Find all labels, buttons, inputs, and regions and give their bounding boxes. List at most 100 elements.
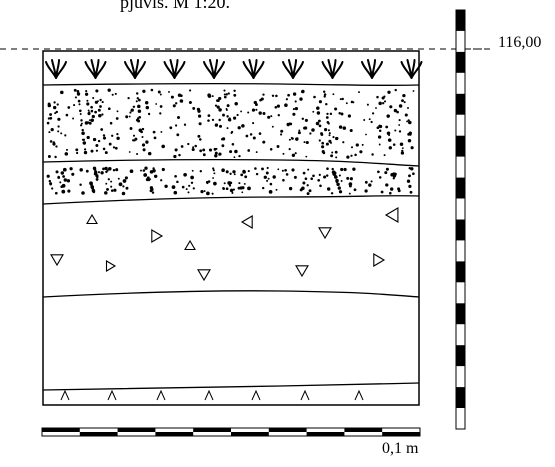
sand-dot [212,167,215,170]
sand-dot [60,185,63,188]
sand-dot [199,138,202,141]
sand-dot [364,189,368,193]
sand-dot [231,191,234,194]
sand-dot [285,173,289,176]
sand-dot [223,95,227,99]
sand-dot [92,137,97,142]
sand-dot [318,119,321,123]
sand-dot [302,181,306,185]
sand-dot [249,133,253,136]
sand-dot [377,135,382,139]
sand-dot [59,181,62,184]
sand-dot [251,108,256,112]
triangle-icon [295,265,309,278]
sand-dot [384,171,388,175]
sand-dot [208,148,213,152]
sand-dot [301,117,305,121]
sand-dot [253,100,257,105]
sand-dot [57,130,60,133]
sand-dot [326,167,329,170]
sand-dot [104,151,108,155]
sand-dot [330,154,334,158]
triangle-icon [318,227,332,240]
sand-dot [368,183,372,187]
sand-dot [232,116,237,120]
sand-dot [98,113,102,118]
sand-dot [100,128,104,131]
sand-dot [365,133,367,136]
sand-dot [207,119,210,122]
sand-dot [407,132,411,136]
sand-dot [206,191,210,196]
sand-dot [291,153,296,157]
sand-dot [183,172,187,177]
sand-dot [63,178,68,182]
sand-dot [145,178,149,182]
sand-dot [325,102,328,106]
sand-dot [136,152,139,156]
sand-dot [102,147,106,151]
sand-dot [132,105,136,109]
sand-dot [326,120,330,124]
sand-dot [305,155,308,158]
sand-dot [387,138,392,142]
sand-dot [294,152,297,155]
sand-dot [363,119,366,121]
sand-dot [54,112,57,115]
sand-dot [99,98,102,102]
sand-dot [62,175,65,178]
sand-dot [383,154,386,157]
sand-dot [226,115,229,118]
sand-dot [64,152,69,156]
sand-dot [383,100,387,103]
sand-dot [358,91,360,94]
sand-dot [252,122,255,125]
sand-dot [392,177,395,180]
scale-segment [456,303,465,325]
sand-dot [352,101,355,104]
sand-dot [128,115,131,118]
sand-dot [116,136,120,141]
sand-dot [118,182,123,187]
sand-dot [138,98,141,102]
sand-dot [228,184,232,187]
sand-dot [125,186,129,190]
sand-dot [197,109,201,113]
sand-dot [332,172,337,176]
sand-dot [82,138,86,141]
sand-dot [291,137,294,140]
sand-dot [377,170,380,174]
sand-dot [92,190,96,194]
sand-dot [160,130,163,133]
sand-dot [154,174,158,178]
sand-dot [316,111,321,115]
sand-dot [240,110,243,113]
sand-dot [76,90,80,93]
sand-dot [265,171,269,175]
sand-dot [304,177,308,180]
sand-dot [49,116,53,120]
sand-dot [293,175,297,179]
sand-dot [135,92,139,95]
scale-segment [382,432,420,436]
sand-dot [168,90,170,93]
sand-dot [394,129,397,132]
sand-dot [258,111,262,115]
sand-dot [233,173,236,176]
sand-dot [55,170,59,174]
drawing-caption: pjuvis. M 1:20. [120,0,231,12]
sand-dot [232,170,236,174]
sand-dot [232,188,235,191]
caret-icon [300,389,310,401]
sand-dot [230,130,234,134]
sand-dot [79,183,82,187]
sand-dot [303,126,307,130]
sand-dot [90,105,93,109]
sand-dot [57,125,60,128]
sand-dot [79,168,83,172]
sand-dot [211,95,214,98]
sand-dot [304,118,308,122]
sand-dot [130,109,133,112]
sand-dot [225,93,228,96]
sand-dot [308,189,312,193]
